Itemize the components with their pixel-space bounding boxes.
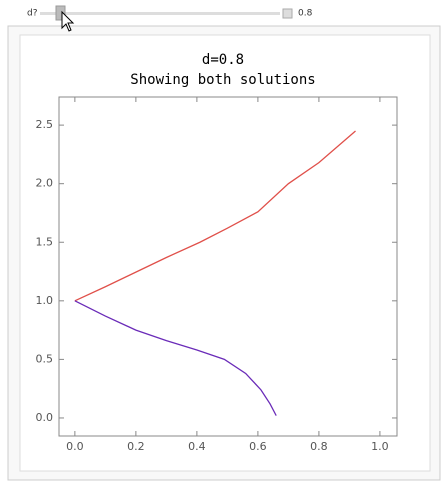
x-tick-label: 0.2 [127, 440, 145, 453]
slider-track[interactable] [40, 12, 280, 15]
chart-subtitle: Showing both solutions [130, 72, 315, 88]
slider-label: d? [27, 9, 38, 19]
y-tick-label: 0.0 [36, 411, 54, 424]
y-tick-label: 2.0 [36, 177, 54, 190]
plot-panel [19, 34, 431, 472]
x-tick-label: 0.0 [66, 440, 84, 453]
cursor [61, 10, 75, 32]
expand-button[interactable] [282, 8, 293, 19]
x-tick-label: 0.8 [310, 440, 328, 453]
y-tick-label: 1.0 [36, 294, 54, 307]
x-tick-label: 0.6 [249, 440, 267, 453]
x-tick-label: 0.4 [188, 440, 206, 453]
y-tick-label: 2.5 [36, 118, 54, 131]
series-line [74, 300, 277, 416]
chart-title: d=0.8 [202, 52, 244, 68]
x-tick-label: 1.0 [371, 440, 389, 453]
slider-value: 0.8 [298, 9, 313, 19]
y-tick-label: 1.5 [36, 235, 54, 248]
y-tick-label: 0.5 [36, 352, 54, 365]
slider-thumb[interactable] [55, 5, 66, 21]
series-line [74, 130, 356, 302]
plot-frame [58, 96, 398, 437]
